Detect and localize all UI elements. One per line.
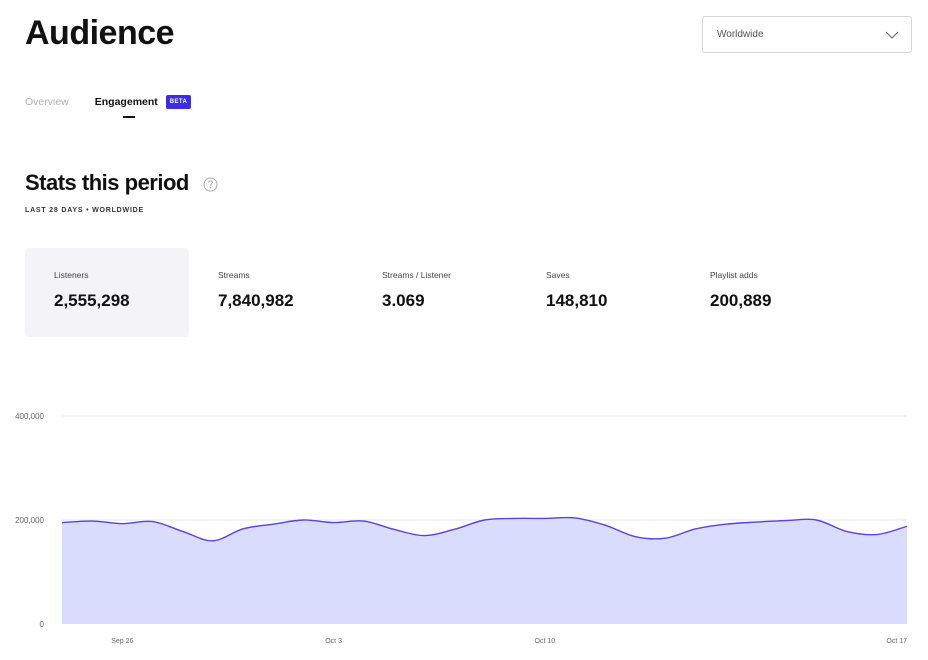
stat-saves[interactable]: Saves 148,810: [517, 248, 681, 337]
series-line: [61, 516, 908, 542]
region-select[interactable]: Worldwide: [702, 16, 912, 53]
region-select-value: Worldwide: [717, 29, 764, 40]
stat-label: Streams: [218, 270, 250, 280]
stat-label: Streams / Listener: [382, 270, 451, 280]
section-subtitle: LAST 28 DAYS • WORLDWIDE: [25, 207, 145, 214]
stat-value: 7,840,982: [218, 291, 294, 310]
stat-label: Playlist adds: [710, 270, 758, 280]
x-tick-label: Sep 26: [111, 638, 133, 645]
tab-overview[interactable]: Overview: [25, 96, 69, 108]
x-tick-label: Oct 17: [886, 638, 907, 645]
stat-value: 3.069: [382, 291, 425, 310]
y-tick-label: 400,000: [15, 412, 44, 421]
listeners-area-chart[interactable]: 400,000 200,000 0 Sep 26 Oct 3 Oct 10 Oct 17: [0, 395, 928, 660]
beta-badge: BETA: [165, 95, 192, 109]
stat-label: Saves: [546, 270, 570, 280]
stat-playlist-adds[interactable]: Playlist adds 200,889: [681, 248, 845, 337]
tab-bar: Overview Engagement BETA: [25, 95, 192, 118]
stat-streams[interactable]: Streams 7,840,982: [189, 248, 353, 337]
page-title: Audience: [25, 14, 175, 52]
stat-value: 148,810: [546, 291, 608, 310]
x-tick-label: Oct 3: [325, 638, 342, 645]
stat-listeners[interactable]: Listeners 2,555,298: [25, 248, 189, 337]
x-tick-label: Oct 10: [535, 638, 556, 645]
stat-value: 2,555,298: [54, 291, 130, 310]
section-title: Stats this period: [25, 170, 189, 195]
stats-row: Listeners 2,555,298 Streams 7,840,982 St…: [25, 248, 845, 337]
chevron-down-icon: [885, 31, 899, 39]
tab-engagement[interactable]: Engagement: [94, 96, 158, 118]
stat-streams-per-listener[interactable]: Streams / Listener 3.069: [353, 248, 517, 337]
stat-value: 200,889: [710, 291, 772, 310]
y-tick-label: 0: [40, 620, 45, 629]
series-area: [62, 517, 907, 624]
stat-label: Listeners: [54, 270, 89, 280]
question-circle-icon[interactable]: [203, 177, 218, 192]
y-tick-label: 200,000: [15, 516, 44, 525]
